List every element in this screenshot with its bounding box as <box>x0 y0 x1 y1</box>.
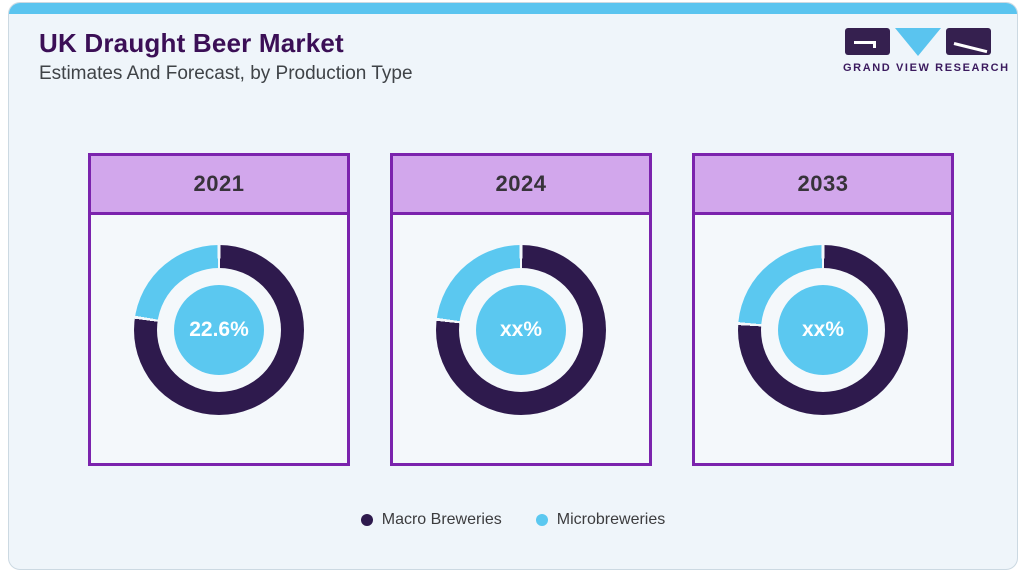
panel-2024: 2024 xx% <box>390 153 652 466</box>
year-panels: 2021 22.6% 2024 xx% 2033 xx% <box>88 153 954 466</box>
legend-item-micro: Microbreweries <box>535 511 666 529</box>
gvr-logo-mark <box>843 28 993 56</box>
panel-2033-year-label: 2033 <box>695 156 951 215</box>
chart-legend: Macro Breweries Microbreweries <box>9 511 1017 529</box>
micro-legend-dot-icon <box>535 514 548 526</box>
legend-item-macro: Macro Breweries <box>360 511 502 529</box>
infographic-card: UK Draught Beer Market Estimates And For… <box>8 2 1018 570</box>
panel-2024-body: xx% <box>393 245 649 493</box>
logo-block-g-icon <box>845 28 890 55</box>
top-accent-bar <box>9 3 1017 14</box>
logo-block-r-icon <box>946 28 991 55</box>
donut-chart-2033: xx% <box>738 245 908 415</box>
panel-2033-body: xx% <box>695 245 951 493</box>
panel-2021: 2021 22.6% <box>88 153 350 466</box>
page-subtitle: Estimates And Forecast, by Production Ty… <box>39 63 413 84</box>
donut-chart-2021: 22.6% <box>134 245 304 415</box>
macro-legend-dot-icon <box>360 514 373 526</box>
logo-triangle-v-icon <box>895 28 941 56</box>
panel-2021-body: 22.6% <box>91 245 347 493</box>
panel-2021-year-label: 2021 <box>91 156 347 215</box>
donut-2021-center-label: 22.6% <box>174 285 264 375</box>
logo-wordmark: GRAND VIEW RESEARCH <box>843 62 1010 74</box>
donut-2033-center-label: xx% <box>778 285 868 375</box>
donut-chart-2024: xx% <box>436 245 606 415</box>
donut-2024-center-label: xx% <box>476 285 566 375</box>
gvr-logo: GRAND VIEW RESEARCH <box>843 28 1010 74</box>
panel-2024-year-label: 2024 <box>393 156 649 215</box>
panel-2033: 2033 xx% <box>692 153 954 466</box>
legend-item-label: Microbreweries <box>556 511 666 528</box>
header: UK Draught Beer Market Estimates And For… <box>9 14 1017 85</box>
legend-item-label: Macro Breweries <box>381 511 502 528</box>
page-title: UK Draught Beer Market <box>39 28 344 58</box>
